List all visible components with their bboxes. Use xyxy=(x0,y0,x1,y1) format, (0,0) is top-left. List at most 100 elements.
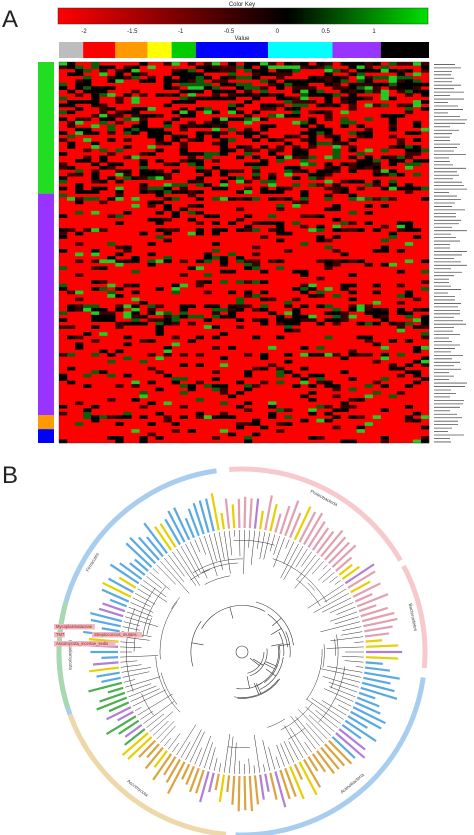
heatmap-cell xyxy=(380,113,389,118)
heatmap-cell xyxy=(252,117,261,122)
heatmap-cell xyxy=(356,321,365,326)
heatmap-cell xyxy=(139,120,148,125)
heatmap-cell xyxy=(260,290,269,295)
heatmap-cell xyxy=(155,436,164,440)
heatmap-cell xyxy=(244,214,253,219)
heatmap-cell xyxy=(99,200,108,205)
heatmap-cell xyxy=(187,321,196,326)
heatmap-cell xyxy=(131,68,140,73)
heatmap-cell xyxy=(235,176,245,180)
heatmap-cell xyxy=(404,86,414,90)
heatmap-cell xyxy=(260,356,269,361)
heatmap-cell xyxy=(67,100,76,104)
panel-label-b: B xyxy=(2,462,19,489)
leaf-label-mark xyxy=(134,558,149,572)
heatmap-cell xyxy=(59,439,68,444)
heatmap-cell xyxy=(316,346,325,350)
heatmap-cell xyxy=(316,259,325,264)
heatmap-cell xyxy=(324,103,333,108)
heatmap-cell xyxy=(211,242,221,246)
heatmap-cell xyxy=(252,318,261,322)
heatmap-cell xyxy=(107,162,116,167)
heatmap-cell xyxy=(332,228,341,232)
heatmap-cell xyxy=(260,145,269,149)
clade-arc xyxy=(201,605,266,629)
heatmap-cell xyxy=(187,110,196,115)
heatmap-cell xyxy=(139,158,148,163)
heatmap-cell xyxy=(380,155,389,160)
heatmap-cell xyxy=(388,158,398,163)
heatmap-cell xyxy=(324,131,333,135)
heatmap-cell xyxy=(268,190,277,194)
phylum-ring-segment xyxy=(56,600,71,710)
heatmap-cell xyxy=(324,262,333,267)
heatmap-cell xyxy=(260,366,269,371)
leaf-label-mark xyxy=(341,565,361,581)
heatmap-cell xyxy=(75,335,84,340)
heatmap-cell xyxy=(131,314,140,319)
clade-arc xyxy=(171,597,180,610)
heatmap-cell xyxy=(324,113,333,118)
heatmap-cell xyxy=(324,404,333,409)
heatmap-cell xyxy=(284,311,293,316)
heatmap-cell xyxy=(332,86,341,90)
heatmap-cell xyxy=(123,342,132,347)
heatmap-cell xyxy=(99,179,108,184)
heatmap-cell xyxy=(324,134,333,139)
heatmap-cell xyxy=(123,138,132,142)
heatmap-cell xyxy=(171,138,180,142)
heatmap-cell xyxy=(75,183,84,187)
heatmap-cell xyxy=(219,65,229,70)
heatmap-cell xyxy=(155,113,164,118)
leaf-label-mark xyxy=(125,542,153,568)
heatmap-cell xyxy=(75,190,84,194)
heatmap-cell xyxy=(59,186,68,191)
clade-arc xyxy=(318,666,346,723)
heatmap-cell xyxy=(380,169,389,174)
heatmap-cell xyxy=(380,238,389,243)
heatmap-cell xyxy=(348,210,357,215)
heatmap-cell xyxy=(75,131,84,135)
heatmap-cell xyxy=(308,75,317,80)
heatmap-cell xyxy=(195,411,204,416)
heatmap-cell xyxy=(155,311,164,316)
tree-branch xyxy=(132,597,151,607)
leaf-label-mark xyxy=(361,681,395,693)
heatmap-cell xyxy=(348,273,357,277)
heatmap-cell xyxy=(364,422,373,426)
heatmap-cell xyxy=(211,89,221,94)
heatmap-cell xyxy=(59,283,68,288)
leaf-label-mark xyxy=(347,570,376,589)
leaf-label-mark xyxy=(243,496,247,529)
heatmap-cell xyxy=(324,75,333,80)
heatmap-cell xyxy=(396,307,406,312)
heatmap-cell xyxy=(260,62,269,66)
leaf-label-mark xyxy=(264,495,273,531)
heatmap-cell xyxy=(396,311,406,316)
leaf-label-mark xyxy=(138,536,160,561)
heatmap-cell xyxy=(187,162,196,167)
heatmap-cell xyxy=(83,75,92,80)
heatmap-cell xyxy=(388,145,398,149)
heatmap-cell xyxy=(115,75,124,80)
heatmap-cell xyxy=(163,259,172,264)
heatmap-cell xyxy=(268,72,277,77)
heatmap-cell xyxy=(147,352,156,357)
heatmap-cell xyxy=(364,162,373,167)
heatmap-cell xyxy=(211,158,221,163)
heatmap-cell xyxy=(412,162,422,167)
heatmap-cell xyxy=(163,131,172,135)
clade-arc xyxy=(295,578,321,607)
leaf-label-mark xyxy=(106,706,132,721)
heatmap-cell xyxy=(348,228,357,232)
heatmap-cell xyxy=(227,311,237,316)
heatmap-cell xyxy=(155,169,164,174)
heatmap-cell xyxy=(219,145,229,149)
leaf-label-mark xyxy=(289,512,302,539)
heatmap-cell xyxy=(155,158,164,163)
heatmap-cell xyxy=(91,86,100,90)
heatmap-cell xyxy=(388,321,398,326)
tree-branch xyxy=(125,616,159,627)
leaf-label-mark xyxy=(107,577,134,594)
tree-branch xyxy=(146,576,163,589)
